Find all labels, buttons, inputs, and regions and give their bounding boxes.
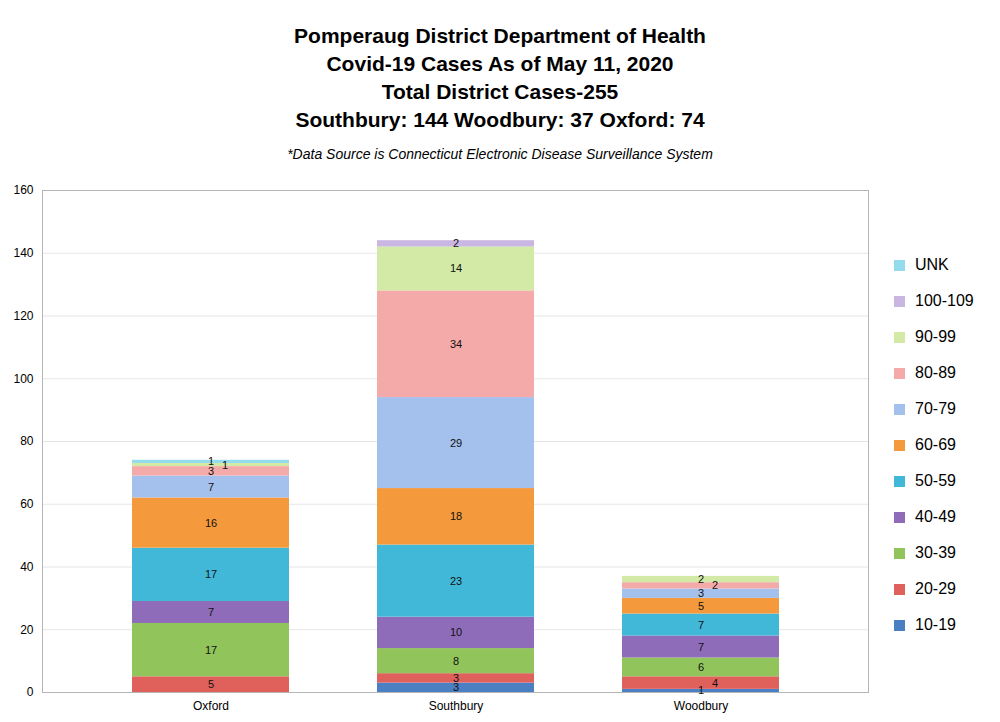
html-text:60-69: 60-69 xyxy=(915,436,956,453)
svg-text:14: 14 xyxy=(450,262,462,274)
svg-text:16: 16 xyxy=(205,517,217,529)
svg-text:20: 20 xyxy=(20,623,34,637)
svg-text:60: 60 xyxy=(20,497,34,511)
html-text:80-89: 80-89 xyxy=(915,364,956,381)
html-text:Southbury: 144 Woodbury: 37 Ox: Southbury: 144 Woodbury: 37 Oxford: 74 xyxy=(295,108,705,131)
html-text:90-99: 90-99 xyxy=(915,328,956,345)
svg-text:Southbury: Southbury xyxy=(429,699,484,713)
html-text:10-19: 10-19 xyxy=(915,616,956,633)
svg-text:29: 29 xyxy=(450,437,462,449)
svg-text:18: 18 xyxy=(450,510,462,522)
svg-text:7: 7 xyxy=(698,619,704,631)
svg-text:7: 7 xyxy=(208,606,214,618)
svg-text:120: 120 xyxy=(13,309,33,323)
html-text:*Data Source is Connecticut El: *Data Source is Connecticut Electronic D… xyxy=(287,146,713,162)
svg-text:8: 8 xyxy=(453,655,459,667)
svg-text:34: 34 xyxy=(450,338,462,350)
svg-text:2: 2 xyxy=(453,237,459,249)
svg-text:1: 1 xyxy=(698,684,704,696)
svg-text:40: 40 xyxy=(20,560,34,574)
svg-text:3: 3 xyxy=(452,681,460,694)
svg-text:Oxford: Oxford xyxy=(193,699,229,713)
svg-text:100: 100 xyxy=(13,372,33,386)
svg-text:1: 1 xyxy=(208,455,214,467)
svg-text:0: 0 xyxy=(27,685,34,699)
html-text:40-49: 40-49 xyxy=(915,508,956,525)
svg-text:5: 5 xyxy=(208,678,214,690)
html-text:30-39: 30-39 xyxy=(915,544,956,561)
svg-text:10: 10 xyxy=(450,626,462,638)
svg-text:23: 23 xyxy=(450,575,462,587)
svg-text:140: 140 xyxy=(13,246,33,260)
svg-text:80: 80 xyxy=(20,434,34,448)
svg-text:17: 17 xyxy=(205,568,217,580)
svg-text:3: 3 xyxy=(453,672,459,684)
html-text:20-29: 20-29 xyxy=(915,580,956,597)
svg-text:7: 7 xyxy=(698,641,704,653)
svg-text:3: 3 xyxy=(698,587,704,599)
html-text:Total District Cases-255: Total District Cases-255 xyxy=(381,80,619,103)
svg-text:160: 160 xyxy=(13,183,33,197)
svg-text:3: 3 xyxy=(207,464,215,477)
html-text:100-109: 100-109 xyxy=(915,292,974,309)
svg-text:5: 5 xyxy=(698,600,704,612)
svg-text:4: 4 xyxy=(712,677,718,689)
html-text:UNK: UNK xyxy=(915,256,949,273)
html-text:50-59: 50-59 xyxy=(915,472,956,489)
svg-text:Woodbury: Woodbury xyxy=(674,699,728,713)
svg-text:6: 6 xyxy=(698,661,704,673)
html-text:70-79: 70-79 xyxy=(915,400,956,417)
html-text:Pomperaug District Department: Pomperaug District Department of Health xyxy=(294,24,706,47)
svg-text:2: 2 xyxy=(712,579,718,591)
svg-text:2: 2 xyxy=(698,573,704,585)
svg-text:1: 1 xyxy=(222,459,228,471)
svg-text:17: 17 xyxy=(205,644,217,656)
html-text:Covid-19 Cases As of May 11, 2: Covid-19 Cases As of May 11, 2020 xyxy=(326,52,674,75)
svg-text:7: 7 xyxy=(208,481,214,493)
